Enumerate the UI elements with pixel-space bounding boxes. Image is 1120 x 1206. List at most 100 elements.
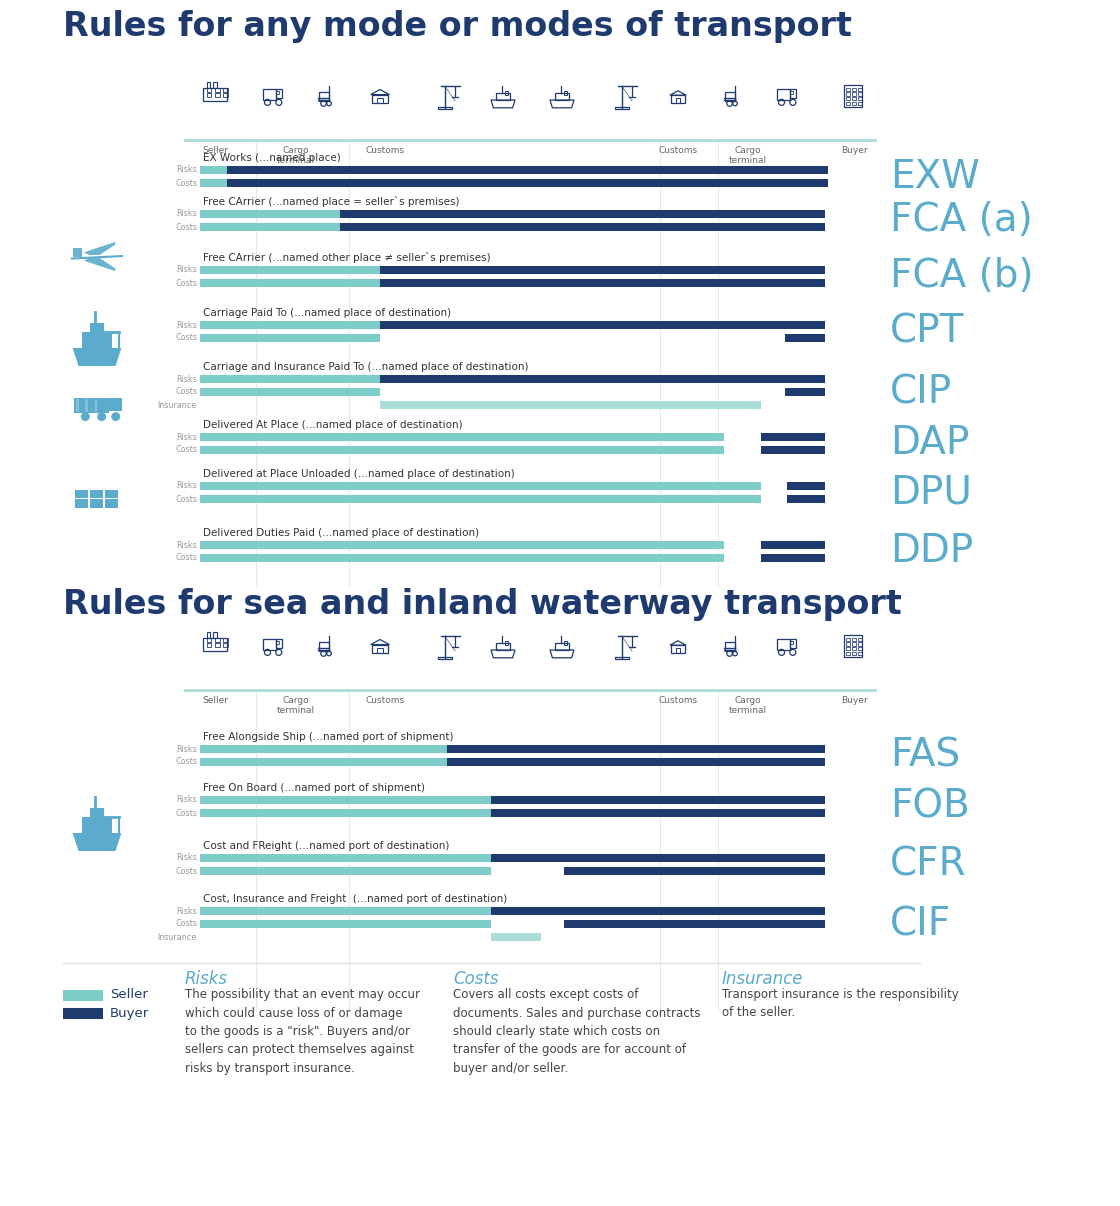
- Text: Customs: Customs: [659, 696, 698, 706]
- Text: Risks: Risks: [176, 907, 197, 915]
- Text: CPT: CPT: [890, 312, 964, 351]
- Bar: [786, 482, 824, 490]
- Bar: [791, 640, 793, 644]
- Polygon shape: [74, 248, 83, 257]
- Bar: [215, 93, 220, 96]
- Text: Cargo
terminal: Cargo terminal: [729, 146, 767, 165]
- Bar: [340, 223, 824, 232]
- Text: The possibility that an event may occur
which could cause loss of or damage
to t: The possibility that an event may occur …: [185, 988, 420, 1075]
- Text: Covers all costs except costs of
documents. Sales and purchase contracts
should : Covers all costs except costs of documen…: [452, 988, 700, 1075]
- Text: Seller: Seller: [110, 989, 148, 1001]
- Text: Costs: Costs: [175, 222, 197, 232]
- Polygon shape: [71, 254, 123, 259]
- Bar: [675, 98, 680, 103]
- Text: Free CArrier (...named other place ≠ seller`s premises): Free CArrier (...named other place ≠ sel…: [203, 252, 491, 263]
- Bar: [844, 84, 862, 107]
- Bar: [105, 490, 118, 498]
- Text: FOB: FOB: [890, 788, 970, 825]
- Text: DPU: DPU: [890, 474, 972, 511]
- Bar: [491, 809, 824, 816]
- Text: Risks: Risks: [176, 433, 197, 441]
- Text: Carriage and Insurance Paid To (...named place of destination): Carriage and Insurance Paid To (...named…: [203, 362, 529, 371]
- Bar: [852, 652, 856, 655]
- Bar: [777, 639, 790, 650]
- Bar: [438, 657, 451, 658]
- Text: Costs: Costs: [175, 334, 197, 343]
- Bar: [847, 648, 850, 650]
- Bar: [223, 643, 228, 646]
- Bar: [277, 640, 279, 644]
- Bar: [90, 499, 103, 508]
- Bar: [215, 643, 220, 646]
- Text: Costs: Costs: [452, 970, 498, 988]
- Text: Costs: Costs: [175, 178, 197, 187]
- Bar: [90, 808, 104, 816]
- Text: Insurance: Insurance: [722, 970, 803, 988]
- Bar: [200, 388, 381, 396]
- Bar: [200, 334, 381, 343]
- Bar: [85, 399, 88, 412]
- Text: Customs: Customs: [659, 146, 698, 156]
- Text: Costs: Costs: [175, 554, 197, 562]
- Text: Delivered Duties Paid (...named place of destination): Delivered Duties Paid (...named place of…: [203, 528, 479, 538]
- Text: Costs: Costs: [175, 445, 197, 455]
- Text: FCA (a): FCA (a): [890, 201, 1033, 240]
- Bar: [200, 279, 381, 287]
- Bar: [340, 210, 824, 218]
- Bar: [276, 639, 282, 649]
- Text: Delivered At Place (...named place of destination): Delivered At Place (...named place of de…: [203, 420, 463, 431]
- Bar: [206, 82, 211, 88]
- Bar: [200, 759, 447, 766]
- Bar: [496, 643, 510, 650]
- Text: Buyer: Buyer: [841, 696, 867, 706]
- Text: Risks: Risks: [176, 744, 197, 754]
- Bar: [491, 933, 541, 941]
- Bar: [847, 88, 850, 90]
- Text: Risks: Risks: [176, 796, 197, 804]
- Text: Buyer: Buyer: [110, 1007, 149, 1019]
- Text: Free On Board (...named port of shipment): Free On Board (...named port of shipment…: [203, 783, 424, 794]
- Bar: [200, 796, 491, 804]
- Bar: [372, 94, 388, 104]
- Bar: [858, 93, 862, 95]
- Bar: [615, 657, 628, 658]
- Bar: [200, 907, 491, 915]
- Bar: [505, 90, 507, 95]
- Bar: [858, 103, 862, 105]
- Bar: [671, 95, 684, 103]
- Bar: [223, 638, 228, 642]
- Text: CFR: CFR: [890, 845, 967, 884]
- Bar: [200, 321, 381, 329]
- Bar: [858, 652, 862, 655]
- Bar: [762, 554, 824, 562]
- Polygon shape: [84, 242, 115, 254]
- Bar: [790, 639, 795, 649]
- Bar: [200, 223, 340, 232]
- Bar: [762, 446, 824, 453]
- Bar: [847, 643, 850, 645]
- Text: Cargo
terminal: Cargo terminal: [277, 146, 315, 165]
- Bar: [372, 644, 388, 654]
- Bar: [762, 541, 824, 549]
- Text: Risks: Risks: [176, 540, 197, 550]
- Circle shape: [81, 412, 90, 421]
- Bar: [381, 321, 824, 329]
- Bar: [226, 178, 828, 187]
- Text: Insurance: Insurance: [158, 400, 197, 410]
- Bar: [215, 638, 220, 642]
- Bar: [858, 98, 862, 100]
- Bar: [786, 494, 824, 503]
- Text: Risks: Risks: [176, 265, 197, 275]
- Bar: [852, 88, 856, 90]
- Bar: [847, 98, 850, 100]
- Bar: [223, 93, 228, 96]
- Bar: [377, 98, 383, 104]
- Text: Seller: Seller: [202, 696, 228, 706]
- Bar: [206, 88, 212, 92]
- Bar: [277, 90, 279, 94]
- Bar: [215, 88, 220, 92]
- Text: Rules for any mode or modes of transport: Rules for any mode or modes of transport: [63, 10, 852, 43]
- Bar: [784, 334, 824, 343]
- Bar: [200, 210, 340, 218]
- Bar: [858, 88, 862, 90]
